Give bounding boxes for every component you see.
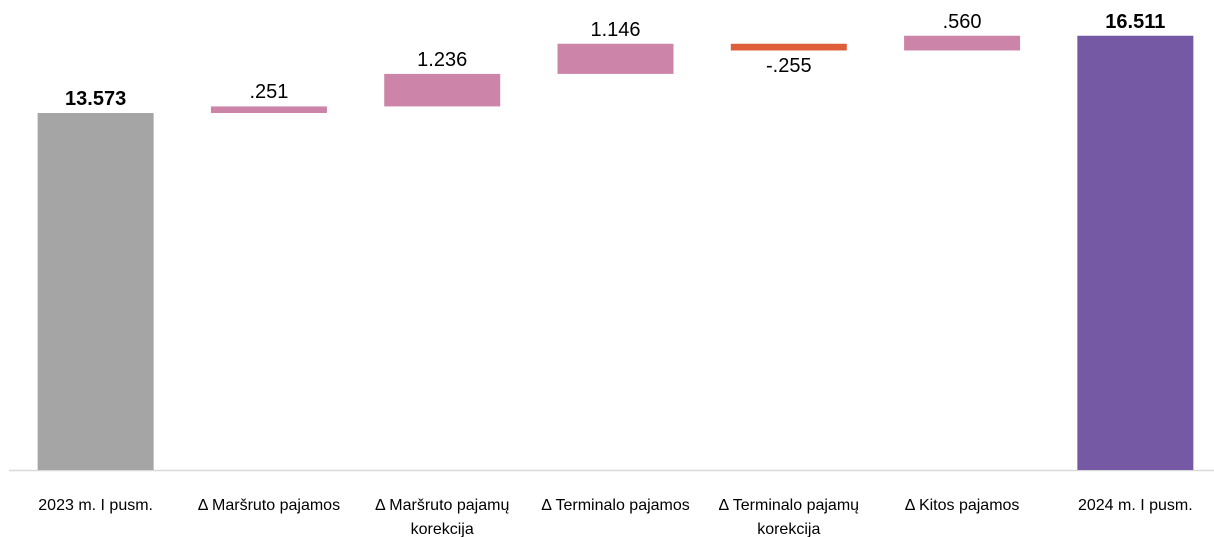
x-tick-label: Δ Maršruto pajamų korekcija [375,497,510,537]
value-label: .251 [249,81,289,104]
value-label: 1.146 [590,18,641,41]
value-label: 16.511 [1105,10,1166,33]
x-tick-label: 2023 m. I pusm. [38,497,153,514]
x-tick-label: Δ Terminalo pajamos [541,497,690,514]
value-label: -.255 [765,55,812,78]
value-label: 1.236 [417,48,468,71]
bar [384,73,501,107]
x-tick-label: Δ Kitos pajamos [904,497,1020,514]
x-tick-label: 2024 m. I pusm. [1077,497,1193,514]
bar [1077,35,1194,471]
bar [904,35,1021,51]
x-tick-label: Δ Terminalo pajamų korekcija [718,497,860,537]
value-label: .560 [942,10,982,33]
bar [37,113,154,470]
bar [210,106,327,114]
value-label: 13.573 [65,88,127,111]
x-tick-label: Δ Maršruto pajamos [197,497,341,514]
bar [557,43,674,74]
bar [730,43,847,51]
